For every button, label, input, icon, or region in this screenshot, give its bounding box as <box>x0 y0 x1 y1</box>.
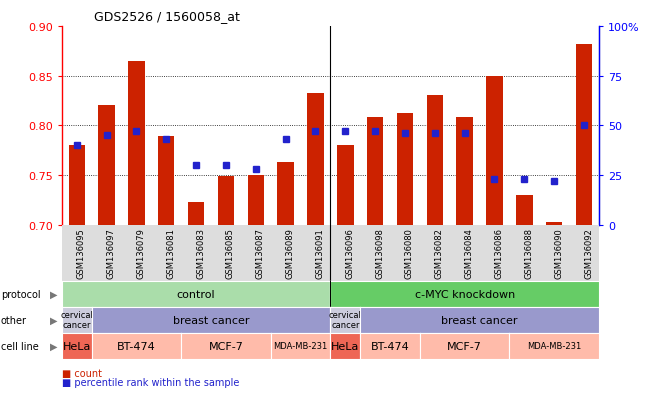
Text: GSM136080: GSM136080 <box>405 228 414 279</box>
Text: ■ count: ■ count <box>62 368 102 378</box>
Bar <box>188 202 204 225</box>
Bar <box>247 176 264 225</box>
Text: HeLa: HeLa <box>331 341 359 351</box>
Text: c-MYC knockdown: c-MYC knockdown <box>415 289 515 299</box>
Text: GSM136088: GSM136088 <box>524 228 533 279</box>
Bar <box>396 114 413 225</box>
Bar <box>337 146 353 225</box>
Bar <box>426 96 443 225</box>
Text: MDA-MB-231: MDA-MB-231 <box>273 342 327 350</box>
Bar <box>516 195 533 225</box>
Text: GSM136086: GSM136086 <box>495 228 503 279</box>
Text: control: control <box>177 289 215 299</box>
Bar <box>128 62 145 225</box>
Text: BT-474: BT-474 <box>117 341 156 351</box>
Bar <box>367 118 383 225</box>
Text: GSM136097: GSM136097 <box>107 228 116 279</box>
Text: breast cancer: breast cancer <box>173 315 249 325</box>
Text: ▶: ▶ <box>49 289 57 299</box>
Text: GSM136082: GSM136082 <box>435 228 444 279</box>
Text: GSM136090: GSM136090 <box>554 228 563 278</box>
Text: BT-474: BT-474 <box>370 341 409 351</box>
Text: GSM136079: GSM136079 <box>137 228 145 279</box>
Text: breast cancer: breast cancer <box>441 315 518 325</box>
Bar <box>158 137 174 225</box>
Bar <box>217 176 234 225</box>
Bar <box>68 146 85 225</box>
Text: cervical
cancer: cervical cancer <box>61 310 93 330</box>
Text: ▶: ▶ <box>49 341 57 351</box>
Bar <box>98 106 115 225</box>
Bar <box>456 118 473 225</box>
Bar <box>277 163 294 225</box>
Text: GSM136092: GSM136092 <box>584 228 593 278</box>
Text: MCF-7: MCF-7 <box>208 341 243 351</box>
Text: other: other <box>1 315 27 325</box>
Text: GSM136087: GSM136087 <box>256 228 265 279</box>
Text: ▶: ▶ <box>49 315 57 325</box>
Text: cell line: cell line <box>1 341 38 351</box>
Text: MCF-7: MCF-7 <box>447 341 482 351</box>
Bar <box>575 45 592 225</box>
Text: GSM136096: GSM136096 <box>345 228 354 279</box>
Text: cervical
cancer: cervical cancer <box>329 310 362 330</box>
Text: GDS2526 / 1560058_at: GDS2526 / 1560058_at <box>94 10 240 23</box>
Bar <box>486 76 503 225</box>
Text: GSM136089: GSM136089 <box>286 228 295 279</box>
Text: GSM136083: GSM136083 <box>196 228 205 279</box>
Text: MDA-MB-231: MDA-MB-231 <box>527 342 581 350</box>
Text: GSM136084: GSM136084 <box>465 228 474 279</box>
Text: GSM136095: GSM136095 <box>77 228 86 278</box>
Text: HeLa: HeLa <box>62 341 91 351</box>
Text: GSM136085: GSM136085 <box>226 228 235 279</box>
Text: GSM136081: GSM136081 <box>166 228 175 279</box>
Bar <box>307 94 324 225</box>
Text: protocol: protocol <box>1 289 40 299</box>
Bar <box>546 222 562 225</box>
Text: ■ percentile rank within the sample: ■ percentile rank within the sample <box>62 377 239 387</box>
Text: GSM136091: GSM136091 <box>316 228 324 278</box>
Text: GSM136098: GSM136098 <box>375 228 384 279</box>
